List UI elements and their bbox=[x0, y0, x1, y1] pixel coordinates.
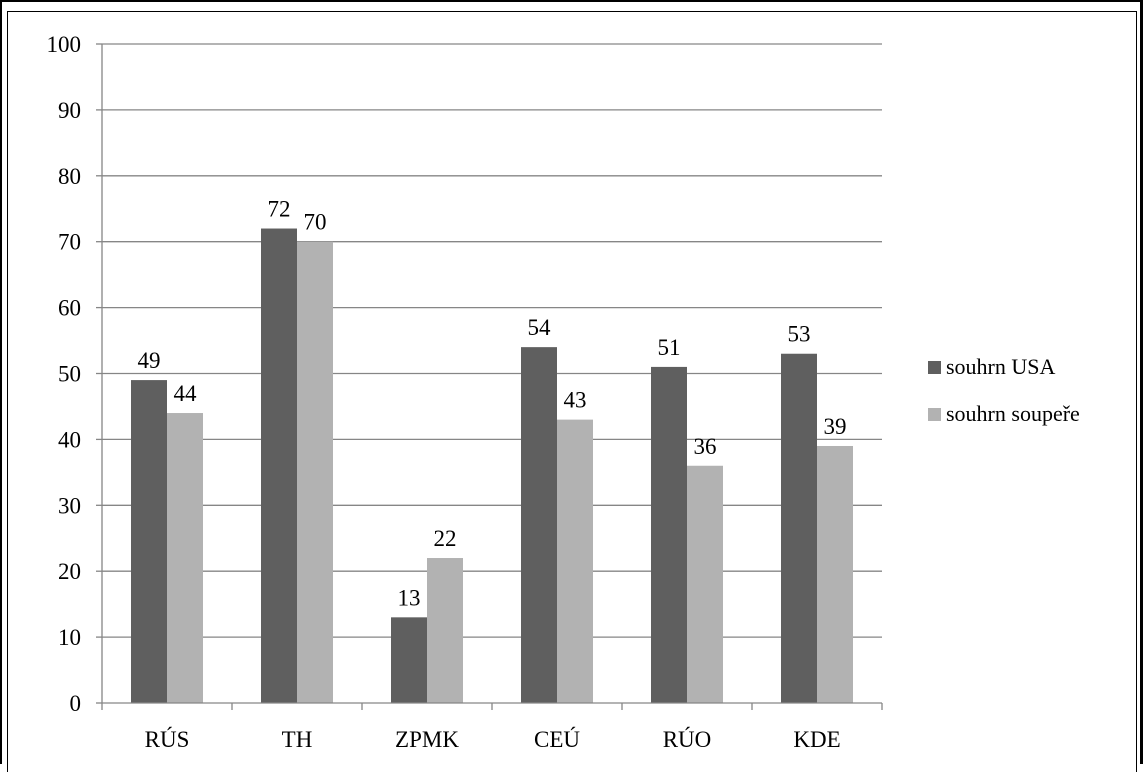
bar-series-2-1 bbox=[297, 241, 333, 703]
y-tick-label: 90 bbox=[58, 98, 81, 123]
legend: souhrn USA souhrn soupeře bbox=[928, 356, 1080, 450]
data-label-series-1: 51 bbox=[658, 335, 681, 360]
bar-series-2-2 bbox=[427, 558, 463, 703]
bars bbox=[131, 228, 853, 703]
bar-series-2-3 bbox=[557, 419, 593, 703]
x-tick-label: CEÚ bbox=[534, 726, 580, 752]
x-tick-label: ZPMK bbox=[395, 727, 459, 752]
x-tick-label: KDE bbox=[793, 727, 840, 752]
y-tick-label: 80 bbox=[58, 164, 81, 189]
legend-item-series-1: souhrn USA bbox=[928, 356, 1080, 378]
bar-series-1-5 bbox=[781, 353, 817, 703]
legend-item-series-2: souhrn soupeře bbox=[928, 403, 1080, 425]
data-labels: 49 72 13 54 51 53 44 70 22 43 36 39 bbox=[138, 197, 847, 611]
y-tick-label: 30 bbox=[58, 493, 81, 518]
y-tick-label: 40 bbox=[58, 427, 81, 452]
bar-series-1-2 bbox=[391, 617, 427, 703]
x-axis-tick-labels: RÚS TH ZPMK CEÚ RÚO KDE bbox=[145, 726, 841, 752]
legend-swatch-series-1 bbox=[928, 360, 941, 374]
y-tick-label: 60 bbox=[58, 296, 81, 321]
legend-swatch-series-2 bbox=[928, 407, 941, 421]
legend-label-series-1: souhrn USA bbox=[946, 354, 1056, 379]
y-tick-label: 10 bbox=[58, 625, 81, 650]
y-tick-label: 50 bbox=[58, 362, 81, 387]
data-label-series-1: 13 bbox=[398, 585, 421, 610]
y-tick-label: 70 bbox=[58, 230, 81, 255]
data-label-series-1: 49 bbox=[138, 348, 161, 373]
x-tick-label: RÚO bbox=[663, 726, 712, 752]
data-label-series-2: 43 bbox=[564, 388, 587, 413]
bar-series-1-3 bbox=[521, 347, 557, 703]
x-tick-label: RÚS bbox=[145, 726, 190, 752]
data-label-series-2: 22 bbox=[434, 526, 457, 551]
axes bbox=[96, 43, 883, 710]
y-tick-label: 0 bbox=[70, 691, 82, 716]
bar-series-2-4 bbox=[687, 465, 723, 703]
y-tick-label: 100 bbox=[47, 32, 82, 57]
data-label-series-2: 36 bbox=[694, 434, 717, 459]
y-axis-tick-labels: 0 10 20 30 40 50 60 70 80 90 100 bbox=[47, 32, 82, 716]
x-tick-label: TH bbox=[282, 727, 313, 752]
data-label-series-2: 44 bbox=[174, 381, 198, 406]
bar-series-2-5 bbox=[817, 445, 853, 703]
y-tick-label: 20 bbox=[58, 559, 81, 584]
data-label-series-2: 70 bbox=[304, 210, 327, 235]
data-label-series-1: 53 bbox=[788, 322, 811, 347]
data-label-series-2: 39 bbox=[824, 414, 847, 439]
gridlines bbox=[102, 43, 882, 638]
bar-series-2-0 bbox=[167, 413, 203, 703]
legend-label-series-2: souhrn soupeře bbox=[946, 401, 1080, 426]
data-label-series-1: 54 bbox=[528, 315, 552, 340]
bar-series-1-1 bbox=[261, 228, 297, 703]
data-label-series-1: 72 bbox=[268, 197, 291, 222]
bar-series-1-0 bbox=[131, 380, 167, 703]
bar-series-1-4 bbox=[651, 366, 687, 703]
